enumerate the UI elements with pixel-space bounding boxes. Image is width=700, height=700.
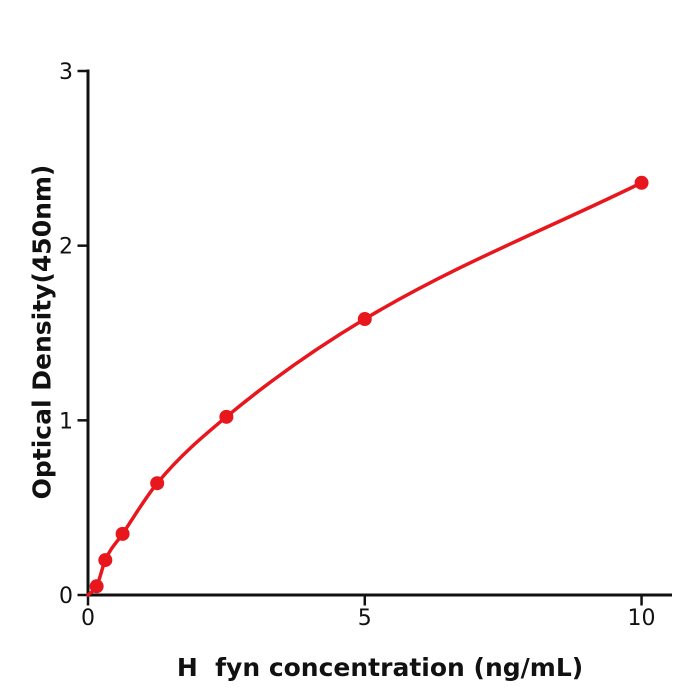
y-axis-label: Optical Density(450nm): [27, 164, 57, 500]
x-axis-label: H fyn concentration (ng/mL): [176, 653, 584, 682]
y-tick-label: 1: [59, 409, 73, 434]
data-point: [89, 579, 104, 594]
y-tick-label: 2: [59, 235, 73, 260]
standard-curve-line: [86, 181, 644, 597]
x-tick-label: 10: [628, 606, 656, 631]
data-point: [219, 409, 234, 424]
x-tick-label: 0: [81, 606, 95, 631]
y-tick-label: 3: [59, 60, 73, 85]
data-point: [357, 312, 372, 327]
y-tick-label: 0: [59, 584, 73, 609]
data-point: [98, 553, 113, 568]
x-tick-label: 5: [358, 606, 372, 631]
data-point: [150, 476, 165, 491]
data-point: [115, 526, 130, 541]
data-point: [634, 175, 649, 190]
